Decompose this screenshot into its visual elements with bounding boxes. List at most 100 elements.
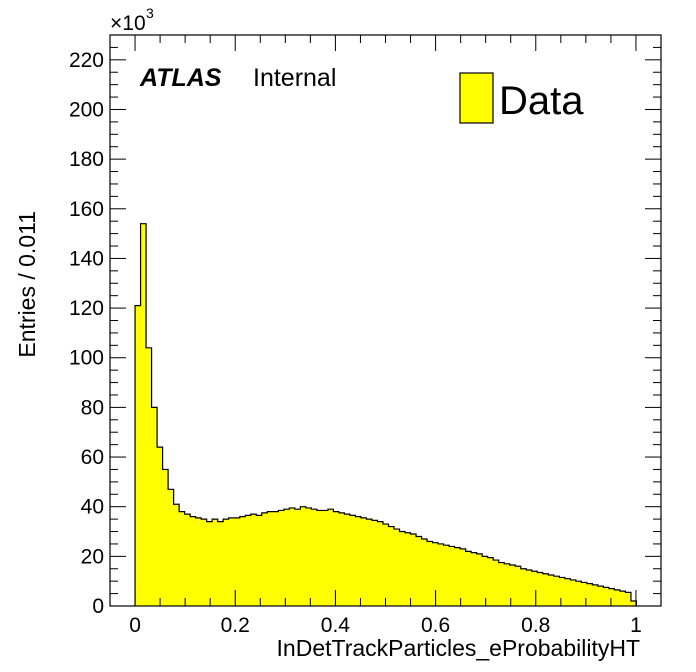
histogram-bar: [575, 581, 582, 606]
histogram-bar: [250, 514, 257, 606]
y-tick-label: 20: [81, 545, 104, 568]
histogram-bar: [195, 517, 202, 606]
histogram-bar: [520, 568, 527, 606]
histogram-bar: [338, 512, 345, 606]
y-tick-label: 120: [69, 297, 104, 320]
histogram-bar: [190, 516, 197, 606]
atlas-label: ATLAS: [139, 64, 222, 92]
histogram-bar: [570, 579, 577, 606]
histogram-bar: [482, 556, 489, 606]
histogram-bar: [476, 553, 483, 606]
histogram-bar: [548, 574, 555, 606]
histogram-outline: [134, 223, 638, 606]
histogram-bar: [272, 511, 279, 606]
y-tick-label: 60: [81, 446, 104, 469]
histogram-bar: [256, 515, 263, 606]
histogram-bar: [526, 570, 533, 606]
histogram-bar: [223, 519, 230, 606]
histogram-bar: [289, 507, 296, 606]
histogram-bar: [471, 552, 478, 606]
histogram-bar: [371, 520, 378, 606]
histogram-bars: [135, 223, 637, 606]
histogram-bar: [333, 511, 340, 606]
y-tick-label: 180: [69, 148, 104, 171]
histogram-bar: [168, 489, 175, 606]
histogram-bar: [311, 509, 318, 606]
histogram-bar: [592, 584, 599, 606]
internal-label: Internal: [253, 64, 336, 92]
histogram-bar: [493, 560, 500, 606]
histogram-bar: [504, 563, 511, 606]
histogram-bar: [410, 534, 417, 606]
histogram-bar: [157, 447, 163, 606]
histogram-bar: [382, 524, 389, 606]
histogram-bar: [206, 521, 213, 606]
histogram-bar: [212, 519, 219, 606]
histogram-bar: [465, 551, 472, 606]
y-tick-label: 40: [81, 496, 104, 519]
histogram-bar: [432, 542, 439, 606]
histogram-bar: [239, 516, 246, 606]
histogram-bar: [454, 547, 461, 606]
histogram-bar: [559, 577, 566, 606]
legend-swatch: [459, 72, 494, 124]
histogram-bar: [322, 510, 329, 606]
histogram-bar: [184, 514, 191, 606]
y-tick-label: 200: [69, 98, 104, 121]
histogram-bar: [217, 521, 224, 606]
histogram-bar: [267, 511, 274, 606]
y-multiplier: ×10: [110, 12, 146, 35]
histogram-bar: [377, 521, 384, 606]
y-tick-label: 80: [81, 396, 104, 419]
x-tick-label: 0.8: [521, 614, 550, 637]
histogram-bar: [366, 519, 373, 606]
histogram-bar: [305, 507, 312, 606]
histogram-bar: [360, 517, 367, 606]
histogram-bar: [630, 601, 637, 606]
x-tick-labels: 0 0.2 0.4 0.6 0.8 1: [129, 614, 642, 637]
y-tick-label: 100: [69, 347, 104, 370]
histogram-bar: [355, 516, 362, 606]
histogram-bar: [597, 586, 604, 606]
x-tick-label: 0.2: [221, 614, 250, 637]
histogram-bar: [438, 543, 445, 606]
histogram-bar: [234, 517, 241, 606]
histogram-bar: [421, 538, 428, 606]
y-tick-label: 0: [92, 595, 104, 618]
histogram-bar: [344, 514, 351, 606]
histogram-bar: [542, 573, 549, 606]
histogram-bar: [201, 519, 208, 606]
histogram-bar: [625, 592, 632, 606]
histogram-bar: [179, 511, 186, 606]
histogram-bar: [349, 515, 356, 606]
histogram-bar: [564, 578, 571, 606]
histogram-bar: [515, 566, 522, 606]
histogram-bar: [228, 517, 235, 606]
histogram-bar: [135, 305, 141, 606]
histogram-bar: [603, 587, 610, 606]
histogram-bar: [146, 347, 152, 606]
histogram-bar: [581, 582, 588, 606]
histogram-bar: [278, 510, 285, 606]
histogram-bar: [443, 545, 450, 606]
histogram-bar: [294, 509, 301, 606]
histogram-bar: [619, 591, 626, 606]
histogram-bar: [399, 531, 406, 606]
y-multiplier-exponent: 3: [146, 5, 154, 21]
histogram-bar: [140, 223, 147, 606]
histogram-bar: [460, 548, 467, 606]
histogram-bar: [586, 583, 593, 606]
histogram-bar: [283, 509, 290, 606]
x-tick-label: 0: [129, 614, 141, 637]
y-axis-title: Entries / 0.011: [14, 211, 40, 358]
y-tick-labels: 0 20 40 60 80 100 120 140 160 180 200 220: [69, 49, 104, 618]
axis-ticks: [109, 34, 662, 607]
histogram-bar: [327, 509, 334, 606]
histogram-bar: [498, 562, 505, 606]
histogram-bar: [531, 571, 538, 606]
histogram-bar: [162, 469, 169, 606]
histogram-bar: [388, 526, 395, 606]
histogram-bar: [509, 565, 516, 606]
histogram-bar: [394, 529, 400, 606]
